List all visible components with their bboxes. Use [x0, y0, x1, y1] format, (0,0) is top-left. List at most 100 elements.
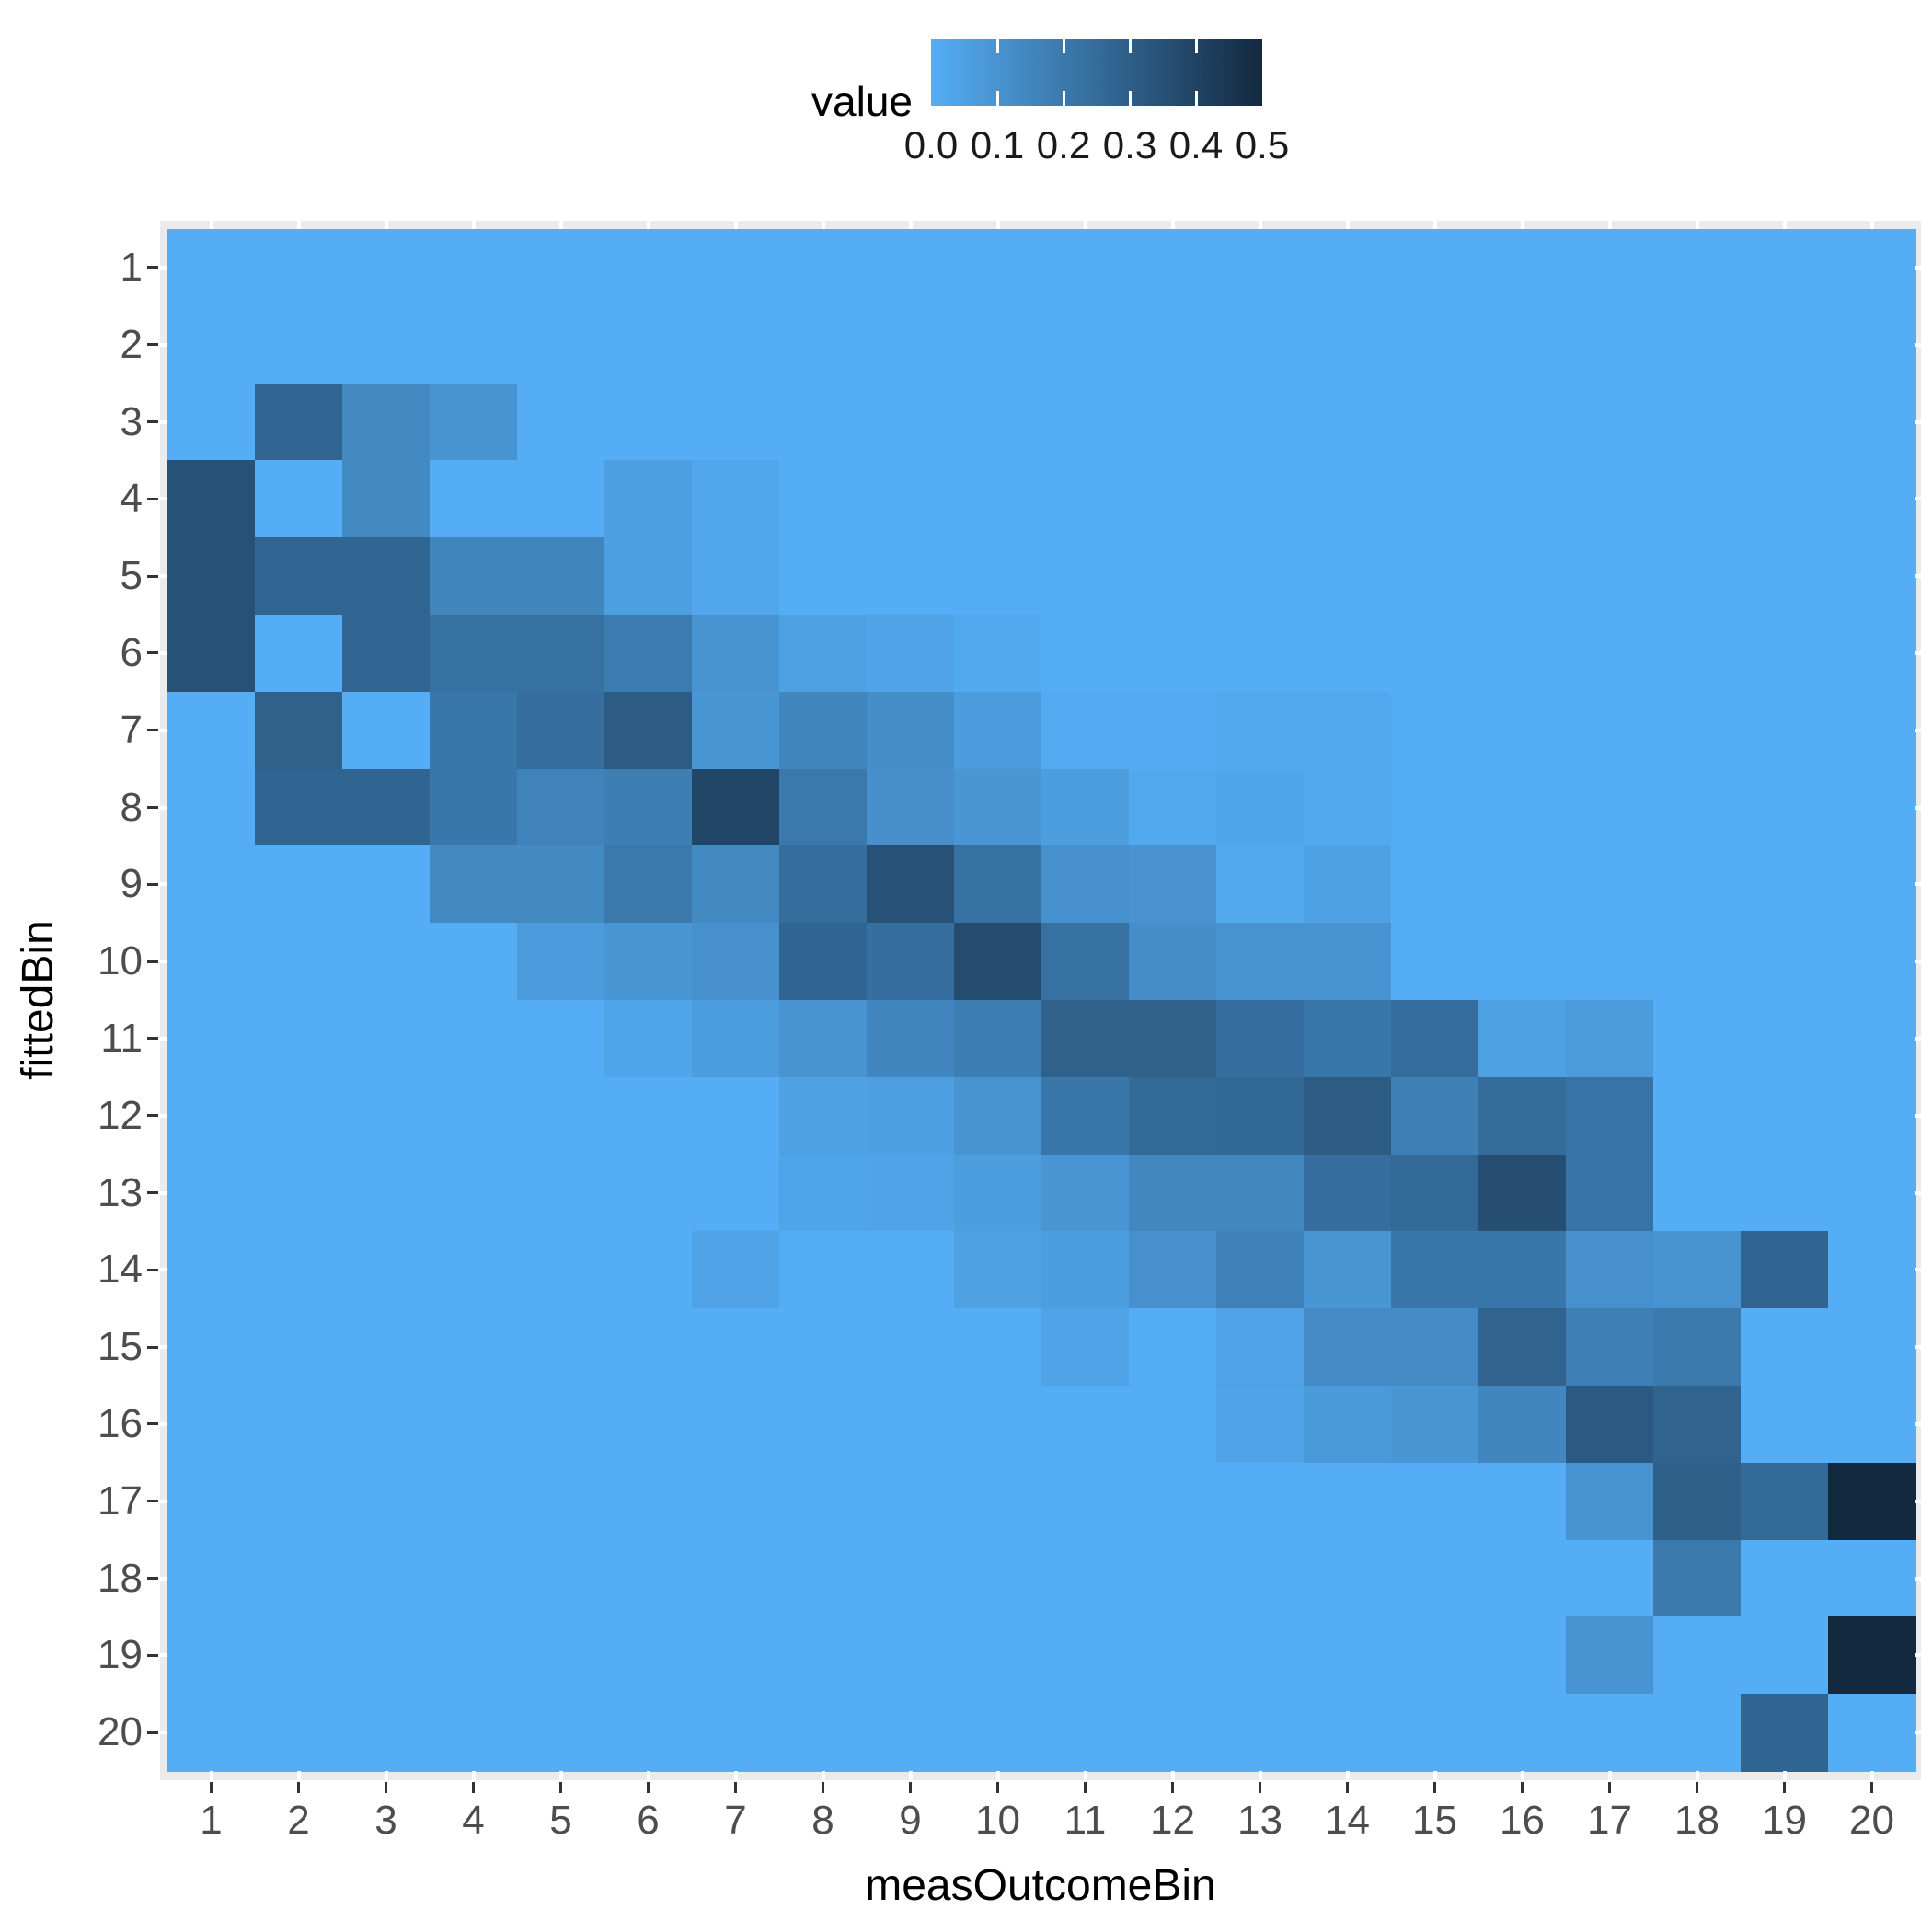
- y-tick-mark: [147, 420, 158, 423]
- heatmap-cell: [779, 768, 868, 846]
- heatmap-cell: [342, 615, 431, 693]
- x-tick-mark: [472, 1782, 475, 1793]
- heatmap-cell: [604, 383, 693, 461]
- heatmap-cell: [604, 1076, 693, 1156]
- y-tick-mark: [147, 882, 158, 886]
- heatmap-cell: [867, 691, 955, 770]
- heatmap-cell: [255, 845, 343, 924]
- heatmap-cell: [1129, 1694, 1217, 1772]
- heatmap-cell: [692, 1386, 780, 1464]
- heatmap-cell: [692, 1616, 780, 1695]
- heatmap-cell: [692, 383, 780, 461]
- heatmap-cell: [779, 1231, 868, 1309]
- x-tick-label: 5: [549, 1798, 572, 1843]
- heatmap-cell: [1478, 537, 1567, 615]
- heatmap-cell: [255, 460, 343, 538]
- heatmap-cell: [604, 1231, 693, 1309]
- heatmap-cell: [1653, 1539, 1742, 1617]
- heatmap-cell: [1391, 615, 1479, 693]
- heatmap-cell: [692, 691, 780, 770]
- heatmap-cell: [779, 229, 868, 307]
- heatmap-cell: [1653, 1000, 1742, 1078]
- heatmap-cell: [342, 383, 431, 461]
- heatmap-cell: [867, 1000, 955, 1078]
- y-gridline-mark: [160, 497, 167, 501]
- heatmap-cell: [1041, 1308, 1130, 1386]
- heatmap-cell: [1741, 1076, 1829, 1156]
- x-gridline-mark: [209, 1771, 213, 1780]
- x-tick-mark: [1171, 1782, 1174, 1793]
- heatmap-cell: [692, 537, 780, 615]
- heatmap-cell: [517, 1616, 605, 1695]
- x-tick-label: 16: [1500, 1798, 1545, 1843]
- y-tick-mark: [147, 1653, 158, 1657]
- heatmap-cell: [1216, 1076, 1305, 1156]
- x-tick-mark: [1696, 1782, 1698, 1793]
- heatmap-cell: [255, 1231, 343, 1309]
- y-tick-label: 11: [100, 1015, 143, 1061]
- heatmap-cell: [779, 1539, 868, 1617]
- x-gridline-mark: [646, 1771, 650, 1780]
- heatmap-cell: [1478, 229, 1567, 307]
- x-gridline-mark: [1345, 221, 1350, 229]
- heatmap-cell: [867, 1308, 955, 1386]
- heatmap-cell: [1828, 691, 1916, 770]
- heatmap-cell: [342, 1076, 431, 1156]
- heatmap-cell: [779, 1694, 868, 1772]
- y-tick-label: 19: [98, 1632, 143, 1678]
- heatmap-cell: [1478, 383, 1567, 461]
- heatmap-cell: [954, 1539, 1042, 1617]
- heatmap-cell: [954, 691, 1042, 770]
- x-tick-mark: [385, 1782, 387, 1793]
- x-gridline-mark: [1258, 221, 1262, 229]
- heatmap-cell: [1828, 1154, 1916, 1232]
- heatmap-cell: [954, 1386, 1042, 1464]
- heatmap-cell: [1041, 1000, 1130, 1078]
- x-gridline-mark: [558, 1771, 563, 1780]
- heatmap-cell: [1041, 1231, 1130, 1309]
- heatmap-cell: [430, 923, 518, 1001]
- heatmap-cell: [255, 1616, 343, 1695]
- heatmap-cell: [867, 615, 955, 693]
- x-tick-label: 12: [1150, 1798, 1195, 1843]
- x-tick-mark: [297, 1782, 300, 1793]
- heatmap-cell: [779, 537, 868, 615]
- y-gridline-mark: [1915, 1345, 1921, 1350]
- y-gridline-mark: [160, 342, 167, 347]
- heatmap-cell: [517, 1308, 605, 1386]
- y-gridline-mark: [1915, 882, 1921, 887]
- x-gridline-mark: [1695, 1771, 1699, 1780]
- heatmap-cell: [255, 229, 343, 307]
- heatmap-cell: [1304, 1308, 1392, 1386]
- heatmap-cell: [430, 1462, 518, 1541]
- heatmap-cell: [1304, 1076, 1392, 1156]
- heatmap-cell: [1828, 1308, 1916, 1386]
- y-tick-label: 1: [120, 244, 143, 290]
- heatmap-cell: [1129, 229, 1217, 307]
- heatmap-cell: [1828, 1000, 1916, 1078]
- heatmap-cell: [1304, 537, 1392, 615]
- x-tick-label: 1: [200, 1798, 223, 1843]
- heatmap-cell: [342, 305, 431, 385]
- heatmap-cell: [1041, 460, 1130, 538]
- heatmap-cell: [167, 1231, 256, 1309]
- x-gridline-mark: [471, 1771, 476, 1780]
- heatmap-cell: [167, 1694, 256, 1772]
- heatmap-cell: [342, 691, 431, 770]
- x-gridline-mark: [1170, 1771, 1175, 1780]
- heatmap-cell: [1741, 305, 1829, 385]
- heatmap-cell: [1653, 1616, 1742, 1695]
- heatmap-cell: [867, 1386, 955, 1464]
- x-gridline-mark: [1782, 221, 1787, 229]
- heatmap-cell: [1129, 1000, 1217, 1078]
- heatmap-cell: [1041, 1076, 1130, 1156]
- x-gridline-mark: [1520, 1771, 1524, 1780]
- heatmap-cell: [1741, 845, 1829, 924]
- heatmap-cell: [1304, 923, 1392, 1001]
- x-tick-label: 3: [374, 1798, 397, 1843]
- heatmap-cell: [1391, 923, 1479, 1001]
- heatmap-cell: [779, 1462, 868, 1541]
- heatmap-cell: [1828, 537, 1916, 615]
- heatmap-cell: [867, 1462, 955, 1541]
- legend-tick-mark: [1128, 91, 1132, 106]
